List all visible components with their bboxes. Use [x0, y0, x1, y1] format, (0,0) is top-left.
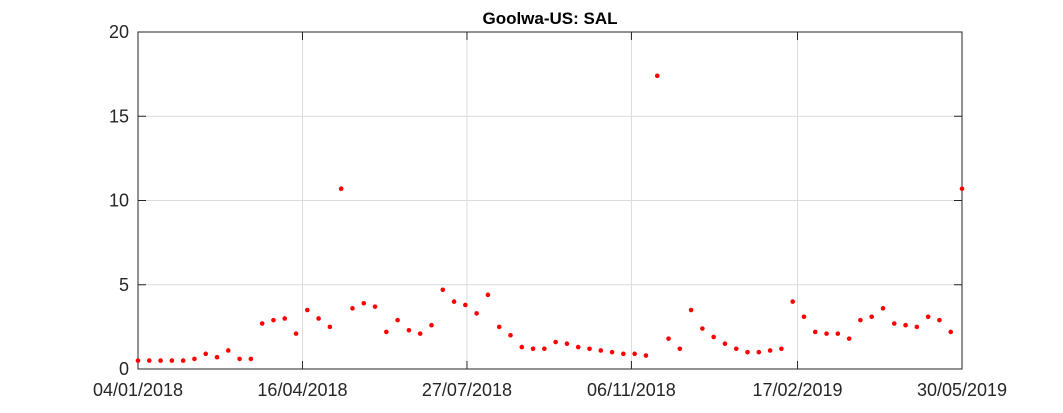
data-point — [925, 314, 931, 320]
data-point — [417, 331, 423, 336]
data-point — [192, 356, 197, 362]
y-tick-label: 20 — [109, 22, 129, 42]
chart-title: Goolwa-US: SAL — [482, 9, 617, 28]
data-point — [519, 344, 525, 350]
data-point — [440, 287, 446, 293]
data-point — [722, 341, 728, 347]
data-point — [135, 358, 141, 363]
data-point — [158, 358, 163, 363]
data-point — [824, 331, 829, 336]
y-tick-label: 15 — [109, 106, 129, 126]
data-point — [384, 329, 389, 335]
data-point — [688, 307, 694, 313]
data-point — [496, 324, 502, 330]
data-point — [146, 358, 152, 363]
data-point — [609, 349, 615, 355]
data-point — [485, 292, 491, 298]
data-point — [327, 324, 333, 330]
data-point — [948, 329, 954, 335]
grid-layer — [137, 31, 963, 370]
x-tick-label: 17/02/2019 — [752, 380, 842, 400]
data-point — [959, 186, 965, 192]
data-point — [654, 73, 660, 79]
tick-layer: 04/01/2018 16/04/2018 27/07/2018 06/11/2018… — [93, 22, 1007, 400]
x-tick-label: 16/04/2018 — [257, 380, 347, 400]
data-point — [429, 322, 434, 328]
data-point — [745, 349, 750, 355]
data-point — [406, 327, 412, 333]
data-point — [700, 326, 705, 331]
y-tick-label: 0 — [119, 359, 129, 379]
x-tick-label: 30/05/2019 — [917, 380, 1007, 400]
data-point — [508, 333, 513, 338]
data-points — [135, 73, 965, 363]
data-point — [767, 348, 773, 353]
data-point — [779, 346, 784, 352]
data-point — [575, 344, 581, 350]
data-point — [880, 306, 886, 311]
data-point — [677, 346, 683, 352]
data-point — [846, 336, 852, 341]
data-point — [598, 348, 604, 353]
data-point — [530, 346, 536, 352]
data-point — [305, 307, 310, 313]
data-point — [666, 336, 671, 341]
data-point — [835, 331, 841, 336]
data-point — [914, 324, 920, 330]
data-point — [869, 314, 874, 320]
data-point — [214, 354, 220, 360]
x-tick-label: 27/07/2018 — [422, 380, 512, 400]
x-tick-label: 04/01/2018 — [93, 380, 183, 400]
data-point — [587, 346, 592, 352]
data-point — [463, 302, 468, 308]
data-point — [259, 321, 265, 326]
data-point — [812, 329, 818, 335]
y-tick-label: 10 — [109, 191, 129, 211]
data-point — [858, 317, 863, 323]
data-point — [372, 304, 378, 309]
data-point — [248, 356, 254, 362]
data-point — [226, 348, 231, 353]
data-point — [542, 346, 547, 352]
data-point — [756, 349, 762, 355]
data-point — [395, 317, 400, 323]
data-point — [937, 317, 942, 323]
data-point — [203, 351, 209, 357]
data-point — [237, 356, 242, 362]
data-point — [903, 322, 908, 328]
data-point — [169, 358, 175, 363]
data-point — [790, 299, 795, 304]
data-point — [632, 351, 637, 357]
data-point — [621, 351, 626, 357]
x-tick-label: 06/11/2018 — [587, 380, 676, 400]
data-point — [338, 186, 344, 192]
data-point — [350, 306, 355, 311]
data-point — [891, 321, 897, 326]
data-point — [451, 299, 457, 304]
data-point — [474, 311, 479, 316]
data-point — [316, 316, 321, 321]
data-point — [733, 346, 739, 352]
data-point — [711, 334, 716, 340]
data-point — [361, 300, 367, 306]
y-tick-label: 5 — [119, 275, 129, 295]
data-point — [553, 339, 558, 345]
data-point — [293, 331, 299, 336]
data-point — [271, 317, 276, 323]
data-point — [180, 358, 186, 363]
data-point — [801, 314, 807, 320]
data-point — [643, 353, 649, 358]
data-point — [282, 316, 288, 321]
data-point — [564, 341, 570, 347]
